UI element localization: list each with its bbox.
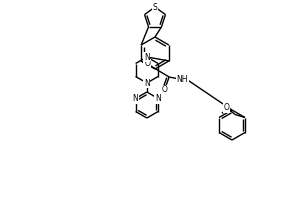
Text: O: O [144,60,150,68]
Text: N: N [144,52,150,62]
Text: N: N [155,94,161,103]
Text: O: O [161,86,167,95]
Text: O: O [224,103,230,112]
Text: S: S [153,2,158,11]
Text: N: N [133,94,139,103]
Text: N: N [144,78,150,88]
Text: NH: NH [176,74,188,84]
